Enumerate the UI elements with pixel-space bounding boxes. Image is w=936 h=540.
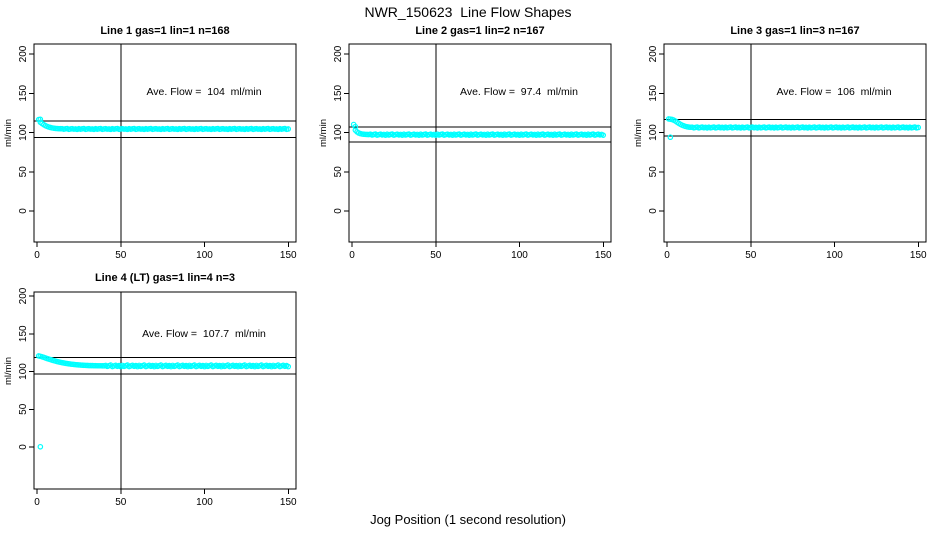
y-tick-label: 200 xyxy=(18,287,29,304)
y-axis-label: ml/min xyxy=(633,119,644,147)
x-tick-label: 100 xyxy=(196,250,213,261)
x-tick-label: 0 xyxy=(34,250,40,261)
figure-title: NWR_150623 Line Flow Shapes xyxy=(364,4,571,20)
subplot-line4: Line 4 (LT) gas=1 lin=4 n=3 Ave. Flow = … xyxy=(3,272,297,508)
y-tick-label: 100 xyxy=(648,124,659,141)
x-tick-label: 50 xyxy=(115,250,127,261)
x-tick-label: 0 xyxy=(34,497,40,508)
x-axis-label: Jog Position (1 second resolution) xyxy=(370,512,566,527)
data-point xyxy=(37,443,44,450)
x-tick-label: 0 xyxy=(349,250,355,261)
x-tick-label: 150 xyxy=(280,497,297,508)
data-point xyxy=(285,126,292,132)
y-tick-label: 0 xyxy=(648,208,659,214)
subplot-line1-ave-flow-annotation: Ave. Flow = 104 ml/min xyxy=(146,86,261,98)
data-point xyxy=(600,132,607,138)
x-tick-label: 100 xyxy=(826,250,843,261)
subplot-line2-title: Line 2 gas=1 lin=2 n=167 xyxy=(415,25,544,37)
data-point xyxy=(285,363,292,370)
plot-area-line1: 0 50 100 150 0 50 100 150 200 xyxy=(18,43,297,261)
y-tick-label: 100 xyxy=(333,124,344,141)
x-tick-label: 50 xyxy=(430,250,442,261)
y-axis-label: ml/min xyxy=(3,119,14,147)
plot-box xyxy=(663,43,927,243)
y-tick-label: 0 xyxy=(18,208,29,214)
subplot-line2-ave-flow-annotation: Ave. Flow = 97.4 ml/min xyxy=(460,86,578,98)
y-tick-label: 0 xyxy=(18,444,29,450)
y-tick-label: 200 xyxy=(648,45,659,62)
data-point xyxy=(915,124,922,131)
plot-box xyxy=(348,43,612,243)
x-tick-label: 150 xyxy=(910,250,927,261)
subplot-line3-ave-flow-annotation: Ave. Flow = 106 ml/min xyxy=(776,86,891,98)
y-tick-label: 150 xyxy=(648,84,659,101)
plot-area-line4: 0 50 100 150 0 50 100 150 200 xyxy=(18,287,297,508)
subplot-line3-title: Line 3 gas=1 lin=3 n=167 xyxy=(730,25,859,37)
y-tick-label: 150 xyxy=(18,325,29,342)
subplot-line3: Line 3 gas=1 lin=3 n=167 Ave. Flow = 106… xyxy=(633,25,927,261)
y-tick-label: 50 xyxy=(648,166,659,178)
x-tick-label: 150 xyxy=(595,250,612,261)
plot-area-line3: 0 50 100 150 0 50 100 150 200 xyxy=(648,43,927,261)
y-tick-label: 0 xyxy=(333,208,344,214)
subplot-line4-title: Line 4 (LT) gas=1 lin=4 n=3 xyxy=(95,272,235,284)
y-tick-label: 50 xyxy=(18,403,29,415)
x-tick-label: 50 xyxy=(745,250,757,261)
y-tick-label: 200 xyxy=(18,45,29,62)
subplot-line1-title: Line 1 gas=1 lin=1 n=168 xyxy=(100,25,229,37)
y-tick-label: 200 xyxy=(333,45,344,62)
y-tick-label: 50 xyxy=(333,166,344,178)
y-tick-label: 50 xyxy=(18,166,29,178)
subplot-line4-ave-flow-annotation: Ave. Flow = 107.7 ml/min xyxy=(142,328,266,340)
subplot-line2: Line 2 gas=1 lin=2 n=167 Ave. Flow = 97.… xyxy=(318,25,612,261)
y-axis-label: ml/min xyxy=(318,119,329,147)
subplot-line1: Line 1 gas=1 lin=1 n=168 Ave. Flow = 104… xyxy=(3,25,297,261)
x-tick-label: 100 xyxy=(511,250,528,261)
x-tick-label: 0 xyxy=(664,250,670,261)
y-tick-label: 150 xyxy=(333,84,344,101)
y-axis-label: ml/min xyxy=(3,357,14,385)
plot-area-line2: 0 50 100 150 0 50 100 150 200 xyxy=(333,43,612,261)
plot-box xyxy=(33,43,297,243)
plot-box xyxy=(33,291,297,490)
y-tick-label: 100 xyxy=(18,363,29,380)
x-tick-label: 150 xyxy=(280,250,297,261)
y-tick-label: 150 xyxy=(18,84,29,101)
data-point xyxy=(667,134,674,141)
x-tick-label: 50 xyxy=(115,497,127,508)
x-tick-label: 100 xyxy=(196,497,213,508)
data-point xyxy=(352,123,359,130)
y-tick-label: 100 xyxy=(18,124,29,141)
